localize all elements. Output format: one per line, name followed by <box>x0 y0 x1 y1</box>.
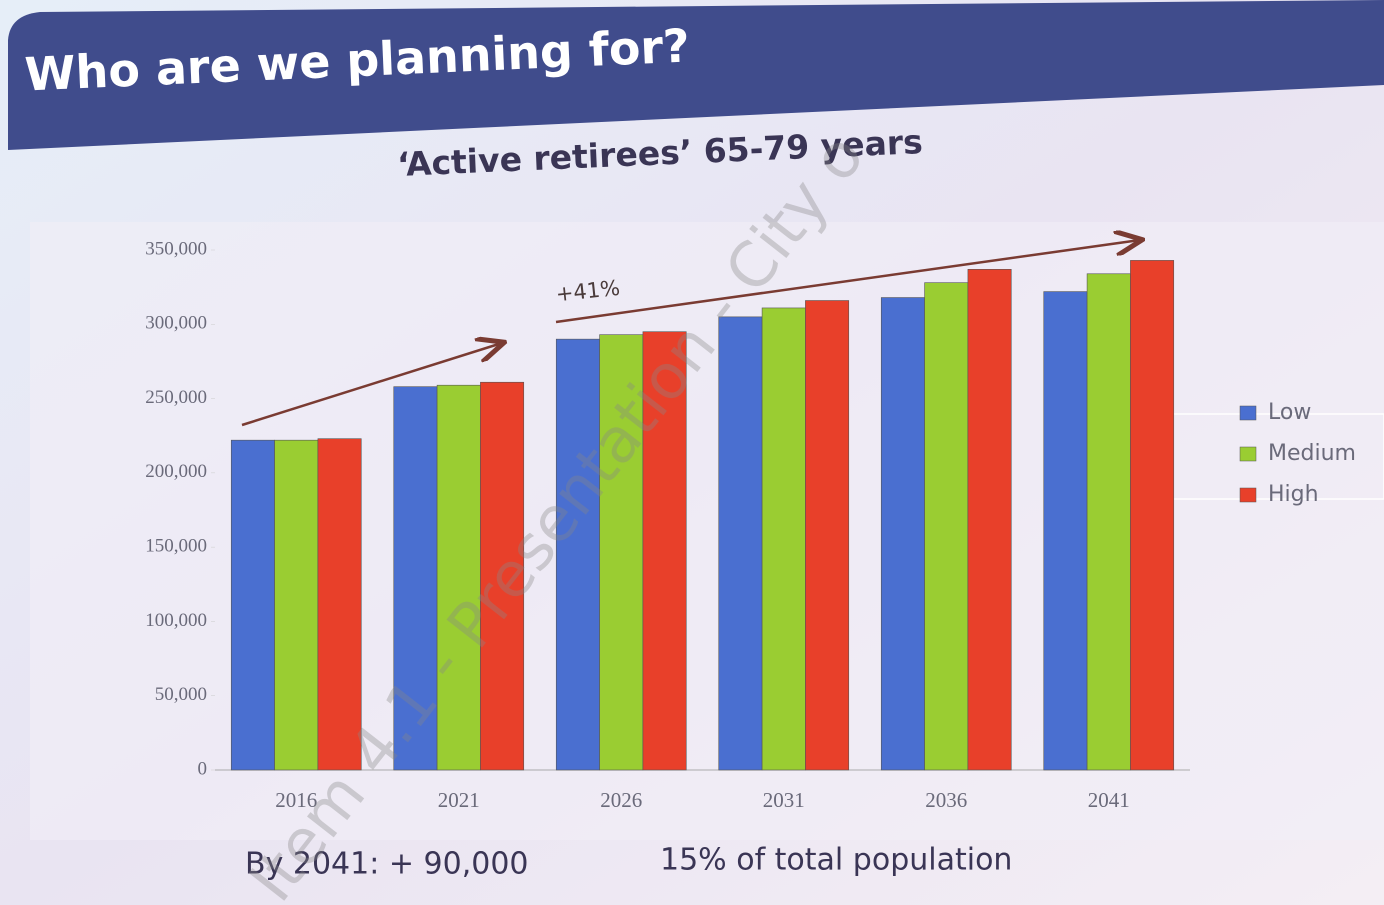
bar <box>719 317 762 770</box>
y-tick-label: 200,000 <box>145 461 207 482</box>
bar <box>805 301 848 770</box>
bar <box>1087 274 1130 770</box>
bar <box>762 308 805 770</box>
y-tick-label: 300,000 <box>145 313 207 334</box>
y-tick-label: 150,000 <box>145 536 207 557</box>
legend-label: High <box>1268 482 1319 507</box>
bar <box>968 269 1011 770</box>
y-tick-label: 100,000 <box>145 610 207 631</box>
y-tick-label: 250,000 <box>145 387 207 408</box>
legend-label: Low <box>1268 400 1311 425</box>
footnote: 15% of total population <box>660 843 1012 878</box>
bar <box>925 283 968 770</box>
bar <box>275 440 318 770</box>
legend-swatch <box>1240 406 1256 420</box>
slide: Who are we planning for? ‘Active retiree… <box>0 0 1384 905</box>
legend-label: Medium <box>1268 441 1356 466</box>
legend-swatch <box>1240 488 1256 502</box>
x-tick-label: 2036 <box>925 788 967 812</box>
y-tick-label: 350,000 <box>145 238 207 259</box>
bar <box>231 440 274 770</box>
bar <box>1044 292 1087 770</box>
y-tick-label: 0 <box>198 758 208 779</box>
bar <box>1130 260 1173 770</box>
x-tick-label: 2026 <box>600 788 642 812</box>
bar <box>881 298 924 770</box>
legend-swatch <box>1240 447 1256 461</box>
x-tick-label: 2021 <box>438 788 480 812</box>
x-tick-label: 2031 <box>763 788 805 812</box>
y-tick-label: 50,000 <box>155 684 207 705</box>
x-tick-label: 2041 <box>1088 788 1130 812</box>
